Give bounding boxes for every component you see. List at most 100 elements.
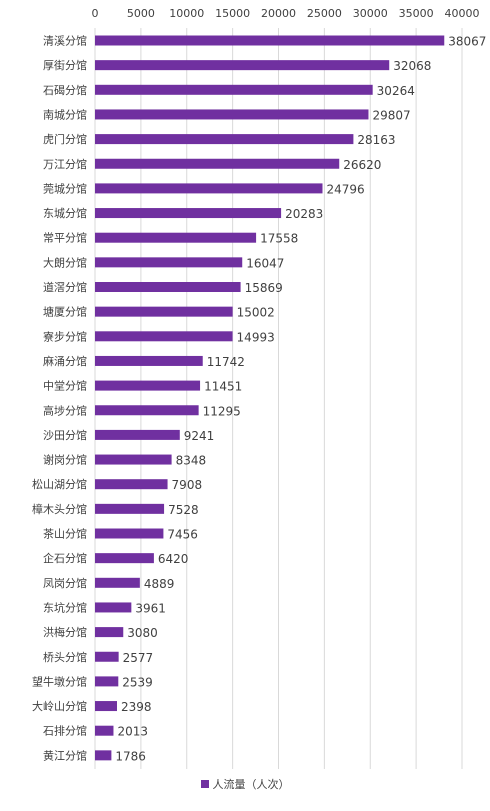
- category-label: 茶山分馆: [43, 527, 87, 541]
- bar: [95, 750, 112, 761]
- data-label: 20283: [285, 207, 323, 221]
- data-label: 17558: [260, 232, 298, 246]
- bar: [95, 134, 354, 145]
- category-label: 大朗分馆: [43, 255, 87, 269]
- category-label: 东城分馆: [43, 206, 87, 220]
- category-label: 松山湖分馆: [32, 477, 87, 491]
- data-label: 11295: [203, 404, 241, 418]
- bar: [95, 232, 257, 243]
- bar: [95, 701, 118, 712]
- data-label: 7908: [172, 478, 203, 492]
- category-label: 企石分馆: [43, 551, 87, 565]
- data-label: 9241: [184, 429, 215, 443]
- data-label: 8348: [176, 454, 207, 468]
- data-label: 2539: [122, 675, 153, 689]
- bar: [95, 627, 124, 638]
- data-label: 3080: [127, 626, 158, 640]
- data-label: 7528: [168, 503, 199, 517]
- bar: [95, 454, 172, 465]
- bar: [95, 725, 114, 736]
- data-label: 6420: [158, 552, 189, 566]
- data-label: 14993: [237, 330, 275, 344]
- data-label: 15002: [237, 306, 275, 320]
- x-tick-label: 30000: [353, 7, 388, 20]
- bar: [95, 35, 445, 46]
- category-label: 石碣分馆: [43, 83, 87, 97]
- data-label: 29807: [372, 108, 410, 122]
- bar: [95, 429, 180, 440]
- data-label: 26620: [343, 158, 381, 172]
- bar: [95, 528, 164, 539]
- x-tick-label: 35000: [399, 7, 434, 20]
- bar: [95, 331, 233, 342]
- category-label: 凤岗分馆: [43, 576, 87, 590]
- bar: [95, 651, 119, 662]
- category-label: 塘厦分馆: [43, 305, 87, 319]
- category-label: 清溪分馆: [43, 34, 87, 48]
- category-label: 黄江分馆: [43, 748, 87, 762]
- bar: [95, 676, 119, 687]
- bar: [95, 405, 199, 416]
- x-tick-label: 5000: [127, 7, 155, 20]
- bar: [95, 282, 241, 292]
- data-label: 2577: [123, 651, 154, 665]
- data-label: 38067: [448, 35, 486, 49]
- data-label: 4889: [144, 577, 175, 591]
- x-tick-label: 25000: [307, 7, 342, 20]
- data-label: 30264: [377, 84, 415, 98]
- bar: [95, 183, 323, 194]
- category-label: 樟木头分馆: [32, 502, 87, 516]
- legend-swatch: [200, 780, 209, 788]
- category-label: 桥头分馆: [43, 650, 87, 664]
- bar: [95, 257, 243, 268]
- data-label: 2398: [121, 700, 152, 714]
- bar: [95, 553, 154, 564]
- category-label: 麻涌分馆: [43, 354, 87, 368]
- legend: 人流量（人次）: [0, 776, 490, 792]
- legend-label: 人流量（人次）: [212, 778, 290, 791]
- data-label: 32068: [393, 59, 431, 73]
- data-label: 7456: [167, 528, 198, 542]
- bar: [95, 355, 203, 366]
- x-tick-label: 10000: [169, 7, 204, 20]
- category-label: 石排分馆: [43, 724, 87, 738]
- category-label: 虎门分馆: [43, 132, 87, 146]
- data-label: 2013: [117, 725, 148, 739]
- x-tick-label: 15000: [215, 7, 250, 20]
- category-label: 中堂分馆: [43, 379, 87, 393]
- category-label: 常平分馆: [43, 231, 87, 245]
- bar: [95, 306, 233, 317]
- x-tick-label: 20000: [261, 7, 296, 20]
- x-tick-label: 0: [92, 7, 99, 20]
- category-label: 洪梅分馆: [43, 625, 87, 639]
- bar: [95, 380, 201, 391]
- bar: [95, 503, 165, 514]
- data-label: 3961: [135, 601, 166, 615]
- category-label: 道滘分馆: [43, 280, 87, 294]
- category-label: 寮步分馆: [43, 329, 87, 343]
- bar: [95, 84, 373, 95]
- data-label: 11742: [207, 355, 245, 369]
- category-label: 东坑分馆: [43, 600, 87, 614]
- data-label: 15869: [245, 281, 283, 295]
- bar: [95, 208, 282, 219]
- data-label: 11451: [204, 380, 242, 394]
- category-label: 莞城分馆: [43, 181, 87, 195]
- category-label: 望牛墩分馆: [32, 674, 87, 688]
- category-label: 大岭山分馆: [32, 699, 87, 713]
- category-label: 高埗分馆: [43, 403, 87, 417]
- data-label: 1786: [115, 749, 146, 763]
- category-label: 南城分馆: [43, 107, 87, 121]
- category-label: 厚街分馆: [43, 58, 87, 72]
- bar: [95, 109, 369, 120]
- data-label: 28163: [357, 133, 395, 147]
- x-tick-label: 40000: [445, 7, 480, 20]
- bar: [95, 479, 168, 490]
- bar: [95, 602, 132, 613]
- bar: [95, 577, 140, 588]
- category-label: 谢岗分馆: [43, 453, 87, 467]
- bar: [95, 60, 390, 71]
- category-label: 沙田分馆: [43, 428, 87, 442]
